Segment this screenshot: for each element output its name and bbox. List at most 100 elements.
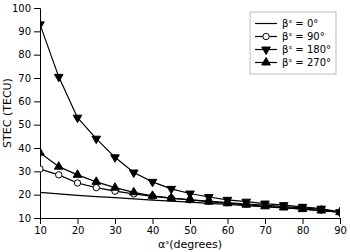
point-marker (92, 136, 101, 143)
point-marker (56, 172, 62, 178)
point-marker (223, 198, 232, 205)
x-axis-tick-label: 50 (184, 225, 197, 236)
y-axis-tick-label: 10 (18, 213, 31, 224)
x-axis-tick-mark (115, 218, 116, 224)
plot-area: 10 20 30 40 50 60 70 80 90 10 20 30 40 50 60 70 80 90 100 β… (12, 3, 347, 236)
point-marker (298, 204, 307, 211)
legend-label: βˢ = 90° (282, 31, 325, 42)
y-axis-tick-mark (34, 195, 40, 196)
x-axis-tick: 40 (147, 218, 160, 236)
y-axis-line (34, 9, 41, 219)
series (40, 148, 340, 215)
y-axis-tick-label: 70 (18, 73, 31, 84)
point-marker (111, 155, 120, 162)
y-axis-tick-mark (34, 31, 40, 32)
legend-item: βˢ = 180° (255, 44, 331, 55)
point-marker (204, 197, 213, 204)
x-axis-tick-mark (190, 218, 191, 224)
point-marker (73, 115, 82, 122)
point-marker (148, 179, 157, 186)
x-axis-tick-label: 30 (109, 225, 122, 236)
y-axis-tick: 40 (18, 143, 40, 154)
point-marker (261, 201, 270, 208)
legend-item: βˢ = 0° (255, 18, 318, 29)
point-marker (129, 170, 138, 177)
y-axis-tick-label: 100 (12, 3, 31, 14)
y-axis-tick-label: 40 (18, 143, 31, 154)
point-marker (54, 162, 63, 169)
x-axis-tick-mark (303, 218, 304, 224)
y-axis-title: STEC (TECU) (1, 78, 14, 148)
y-axis-tick: 50 (18, 119, 40, 130)
y-axis-tick: 90 (18, 26, 40, 37)
x-axis-tick-label: 60 (222, 225, 235, 236)
x-axis-tick-label: 20 (72, 225, 85, 236)
y-axis-tick-label: 20 (18, 189, 31, 200)
legend-item: βˢ = 270° (255, 57, 331, 68)
x-axis-tick-label: 10 (34, 225, 47, 236)
x-axis-tick: 30 (109, 218, 122, 236)
y-axis-tick-mark (34, 101, 40, 102)
y-axis-tick: 60 (18, 96, 40, 107)
y-axis-tick-mark (34, 218, 40, 219)
point-marker (40, 148, 44, 155)
point-marker (242, 199, 251, 206)
point-marker (317, 206, 326, 213)
x-axis-tick-mark (265, 218, 266, 224)
point-marker (92, 177, 101, 184)
x-axis-tick: 90 (334, 218, 347, 236)
x-axis-tick-label: 70 (259, 225, 272, 236)
x-axis-tick: 80 (297, 218, 310, 236)
x-axis-tick: 60 (222, 218, 235, 236)
y-axis-tick-mark (34, 55, 40, 56)
point-marker (73, 170, 82, 177)
y-axis-tick-mark (34, 8, 40, 9)
series-group (40, 22, 340, 217)
x-axis-tick-mark (153, 218, 154, 224)
point-marker (40, 166, 43, 172)
x-axis-tick-label: 40 (147, 225, 160, 236)
y-axis-tick-mark (34, 125, 40, 126)
y-axis-tick-label: 30 (18, 166, 31, 177)
y-axis-tick-mark (34, 171, 40, 172)
x-axis-tick-label: 80 (297, 225, 310, 236)
y-axis-tick-label: 90 (18, 26, 31, 37)
x-axis-tick-label: 90 (334, 225, 347, 236)
point-marker (298, 204, 307, 211)
point-marker (317, 206, 326, 213)
y-axis-tick: 100 (12, 3, 40, 14)
legend-label: βˢ = 0° (282, 18, 318, 29)
chart: 10 20 30 40 50 60 70 80 90 10 20 30 40 50 60 70 80 90 100 β… (0, 0, 350, 252)
point-marker (167, 193, 176, 200)
legend-line (255, 23, 277, 24)
series (40, 22, 340, 217)
point-marker (148, 191, 157, 198)
point-marker (93, 184, 99, 190)
x-axis-tick: 70 (259, 218, 272, 236)
y-axis-tick-mark (34, 78, 40, 79)
point-marker (74, 180, 80, 186)
x-axis-tick-mark (78, 218, 79, 224)
y-axis-tick-label: 50 (18, 119, 31, 130)
legend-marker (262, 58, 271, 65)
point-marker (279, 203, 288, 210)
legend-marker (262, 47, 271, 54)
y-axis-tick: 70 (18, 73, 40, 84)
point-marker (261, 201, 270, 208)
x-axis-tick: 50 (184, 218, 197, 236)
legend-label: βˢ = 180° (282, 44, 331, 55)
y-axis-tick-mark (34, 148, 40, 149)
x-axis-tick: 20 (72, 218, 85, 236)
x-axis-title: αˢ(degrees) (158, 238, 222, 251)
legend: βˢ = 0° βˢ = 90° βˢ = 180° βˢ = 270° (250, 12, 336, 74)
legend-marker (263, 33, 269, 39)
point-marker (129, 187, 138, 194)
legend-item: βˢ = 90° (255, 31, 325, 42)
point-marker (54, 74, 63, 81)
legend-frame (250, 12, 336, 74)
y-axis-tick-label: 80 (18, 49, 31, 60)
point-marker (40, 22, 44, 29)
y-axis: 10 20 30 40 50 60 70 80 90 100 (12, 3, 41, 224)
y-axis-tick: 20 (18, 189, 40, 200)
point-marker (186, 195, 195, 202)
